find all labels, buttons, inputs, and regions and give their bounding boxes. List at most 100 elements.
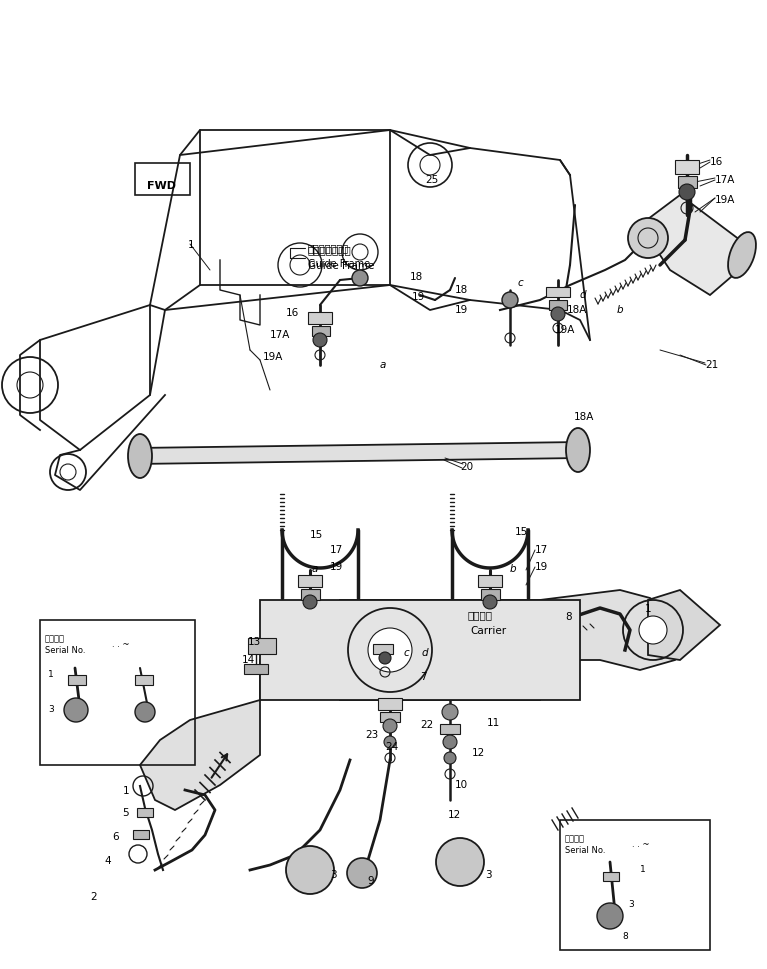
Text: 17: 17 [535, 545, 548, 555]
Bar [603, 872, 619, 881]
Text: . . ~: . . ~ [112, 640, 130, 649]
Text: c: c [518, 278, 524, 288]
Text: Guide Frame: Guide Frame [308, 259, 370, 269]
Ellipse shape [128, 434, 152, 478]
Bar [133, 830, 149, 839]
Text: 3: 3 [48, 705, 54, 714]
Text: 18: 18 [410, 272, 423, 282]
Bar [678, 176, 697, 188]
Bar [373, 644, 393, 654]
Text: 18A: 18A [574, 412, 594, 422]
Text: 25: 25 [425, 175, 438, 185]
Circle shape [379, 652, 391, 664]
Circle shape [443, 735, 457, 749]
Text: 5: 5 [122, 808, 129, 818]
Polygon shape [540, 590, 680, 670]
Circle shape [639, 616, 667, 644]
Ellipse shape [728, 233, 756, 278]
Text: 17A: 17A [715, 175, 736, 185]
Bar [378, 698, 402, 710]
Text: 18A: 18A [567, 305, 588, 315]
Circle shape [628, 218, 668, 258]
Text: d: d [422, 648, 429, 658]
Text: 20: 20 [460, 462, 473, 472]
Circle shape [64, 698, 88, 722]
Bar [301, 589, 320, 600]
Text: 19A: 19A [715, 195, 736, 205]
Text: 13: 13 [248, 637, 262, 647]
Circle shape [679, 184, 695, 200]
Text: c: c [404, 648, 410, 658]
Circle shape [313, 333, 327, 347]
Bar [440, 724, 460, 734]
Text: 19: 19 [455, 305, 468, 315]
Bar [298, 575, 322, 587]
Text: a: a [380, 360, 387, 370]
Bar [135, 163, 190, 195]
Text: Guide Frame: Guide Frame [308, 261, 374, 271]
Text: 8: 8 [565, 612, 571, 622]
Text: 3: 3 [485, 870, 492, 880]
Polygon shape [648, 590, 720, 660]
Text: 1: 1 [123, 786, 130, 796]
Text: Carrier: Carrier [470, 626, 506, 636]
Bar [380, 712, 400, 722]
Text: 19: 19 [535, 562, 548, 572]
Text: b: b [510, 564, 517, 574]
Text: 9: 9 [367, 876, 374, 886]
Text: 適用号機: 適用号機 [565, 834, 585, 843]
Text: 19: 19 [412, 292, 425, 302]
Text: 12: 12 [472, 748, 486, 758]
Text: 15: 15 [310, 530, 323, 540]
Bar [137, 808, 153, 817]
Bar [68, 675, 86, 685]
Circle shape [135, 702, 155, 722]
Text: b: b [617, 305, 624, 315]
Text: 19: 19 [330, 562, 344, 572]
Bar [308, 312, 332, 324]
Text: 19A: 19A [263, 352, 283, 362]
Text: 12: 12 [448, 810, 461, 820]
Text: 1: 1 [48, 670, 54, 679]
Text: 11: 11 [487, 718, 500, 728]
Bar [481, 589, 500, 600]
Circle shape [286, 846, 334, 894]
Circle shape [436, 838, 484, 886]
Text: 1: 1 [188, 240, 195, 250]
Text: 15: 15 [515, 527, 528, 537]
Text: 7: 7 [140, 715, 146, 724]
Text: ガイドフレーム: ガイドフレーム [308, 243, 349, 253]
Circle shape [483, 595, 497, 609]
Text: 21: 21 [705, 360, 718, 370]
Text: 6: 6 [112, 832, 119, 842]
Polygon shape [640, 195, 745, 295]
Text: 4: 4 [104, 856, 110, 866]
Bar [546, 287, 570, 297]
Text: 14: 14 [242, 655, 255, 665]
Circle shape [347, 858, 377, 888]
Circle shape [502, 292, 518, 308]
Text: 17: 17 [330, 545, 344, 555]
Text: キャリヤ: キャリヤ [468, 610, 493, 620]
Text: 1: 1 [640, 865, 646, 874]
Text: 7: 7 [420, 672, 426, 682]
Bar [244, 664, 268, 674]
Bar [560, 820, 710, 950]
Bar [260, 600, 580, 700]
Circle shape [442, 704, 458, 720]
Text: 23: 23 [365, 730, 378, 740]
Text: Serial No.: Serial No. [45, 646, 85, 655]
Text: 3: 3 [330, 870, 337, 880]
Text: . . ~: . . ~ [632, 840, 650, 849]
Circle shape [384, 736, 396, 748]
Text: 17A: 17A [270, 330, 291, 340]
Circle shape [551, 307, 565, 321]
Circle shape [597, 903, 623, 929]
Text: 2: 2 [90, 892, 97, 902]
Circle shape [444, 752, 456, 764]
Bar [478, 575, 502, 587]
Text: 19A: 19A [555, 325, 575, 335]
Text: 22: 22 [420, 720, 433, 730]
Ellipse shape [566, 428, 590, 472]
Circle shape [368, 628, 412, 672]
